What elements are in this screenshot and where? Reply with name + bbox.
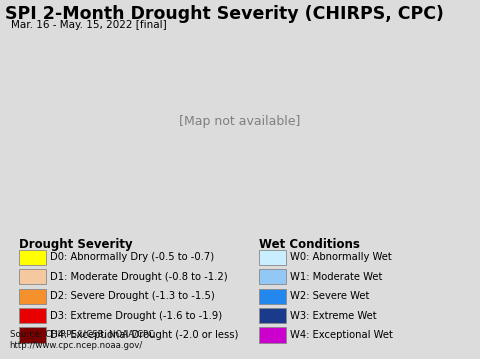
Bar — [19, 327, 46, 342]
Bar — [259, 308, 286, 323]
Bar — [19, 289, 46, 304]
Bar — [259, 250, 286, 265]
Text: Wet Conditions: Wet Conditions — [259, 238, 360, 251]
Text: Mar. 16 - May. 15, 2022 [final]: Mar. 16 - May. 15, 2022 [final] — [11, 20, 166, 30]
Text: W3: Extreme Wet: W3: Extreme Wet — [290, 311, 377, 321]
Text: D3: Extreme Drought (-1.6 to -1.9): D3: Extreme Drought (-1.6 to -1.9) — [50, 311, 223, 321]
Bar — [19, 269, 46, 284]
Text: Source: CHIRPS/UCSB, NOAA/CPC
http://www.cpc.ncep.noaa.gov/: Source: CHIRPS/UCSB, NOAA/CPC http://www… — [10, 330, 154, 350]
Bar — [259, 327, 286, 342]
Text: Drought Severity: Drought Severity — [19, 238, 133, 251]
Text: SPI 2-Month Drought Severity (CHIRPS, CPC): SPI 2-Month Drought Severity (CHIRPS, CP… — [5, 5, 444, 23]
Text: W4: Exceptional Wet: W4: Exceptional Wet — [290, 330, 393, 340]
Text: D0: Abnormally Dry (-0.5 to -0.7): D0: Abnormally Dry (-0.5 to -0.7) — [50, 252, 215, 262]
Text: W0: Abnormally Wet: W0: Abnormally Wet — [290, 252, 392, 262]
Text: W2: Severe Wet: W2: Severe Wet — [290, 291, 370, 301]
Text: D1: Moderate Drought (-0.8 to -1.2): D1: Moderate Drought (-0.8 to -1.2) — [50, 272, 228, 282]
Bar — [259, 289, 286, 304]
Bar — [19, 250, 46, 265]
Text: D4: Exceptional Drought (-2.0 or less): D4: Exceptional Drought (-2.0 or less) — [50, 330, 239, 340]
Bar — [259, 269, 286, 284]
Bar — [19, 308, 46, 323]
Text: D2: Severe Drought (-1.3 to -1.5): D2: Severe Drought (-1.3 to -1.5) — [50, 291, 215, 301]
Text: W1: Moderate Wet: W1: Moderate Wet — [290, 272, 383, 282]
Text: [Map not available]: [Map not available] — [180, 115, 300, 128]
